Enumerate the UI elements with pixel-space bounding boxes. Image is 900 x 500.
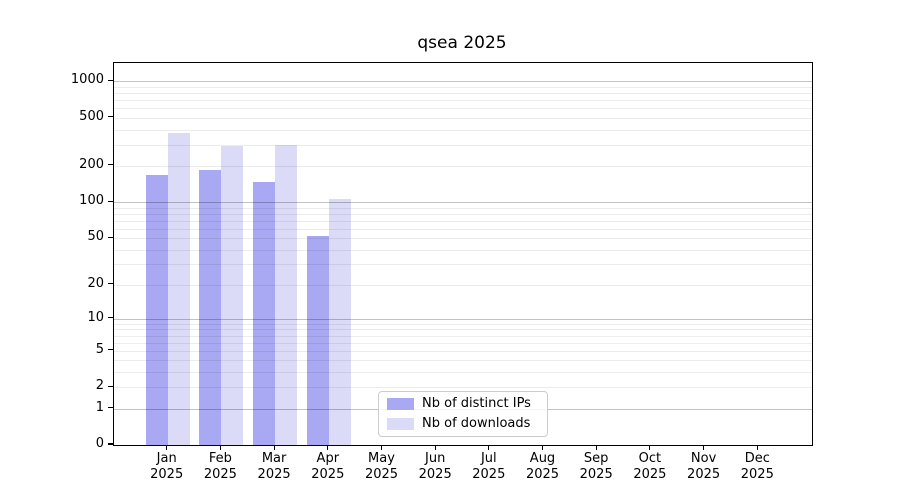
gridline-minor bbox=[114, 249, 812, 251]
y-tick-label: 1 bbox=[95, 399, 104, 415]
x-tick-mark bbox=[488, 445, 490, 451]
y-tick-label: 100 bbox=[79, 193, 104, 209]
bar-distinct-ips-apr bbox=[306, 236, 329, 445]
gridline-minor bbox=[114, 350, 812, 352]
gridline-minor bbox=[114, 360, 812, 362]
gridline-minor bbox=[114, 117, 812, 119]
bar-downloads-jan bbox=[167, 133, 190, 445]
x-tick-mark bbox=[327, 445, 329, 451]
y-tick-mark bbox=[108, 164, 113, 166]
gridline-minor bbox=[114, 100, 812, 102]
x-tick-label-feb: Feb 2025 bbox=[203, 451, 237, 482]
y-tick-mark bbox=[108, 116, 113, 118]
gridline-minor bbox=[114, 372, 812, 373]
y-tick-label: 0 bbox=[95, 436, 104, 451]
y-tick-label: 50 bbox=[87, 229, 104, 245]
x-tick-mark bbox=[273, 445, 275, 451]
y-tick-label: 20 bbox=[87, 275, 104, 291]
x-tick-mark bbox=[541, 445, 544, 451]
y-tick-label: 2 bbox=[95, 378, 104, 394]
legend-row-distinct-ips: Nb of distinct IPs bbox=[387, 396, 539, 413]
x-tick-label-mar: Mar 2025 bbox=[257, 451, 291, 482]
y-tick-mark bbox=[108, 79, 113, 81]
bar-distinct-ips-jan bbox=[145, 175, 168, 445]
x-tick-mark bbox=[756, 445, 758, 451]
y-tick-mark bbox=[108, 200, 113, 202]
gridline-minor bbox=[114, 144, 812, 146]
y-tick-mark bbox=[108, 443, 113, 445]
bar-downloads-feb bbox=[221, 145, 244, 445]
bar-downloads-mar bbox=[275, 144, 298, 445]
y-tick-label: 200 bbox=[79, 156, 104, 172]
chart-title: qsea 2025 bbox=[417, 33, 507, 53]
y-tick-mark bbox=[108, 317, 113, 319]
x-tick-label-jul: Jul 2025 bbox=[472, 451, 506, 482]
y-tick-mark bbox=[108, 385, 113, 387]
x-tick-label-may: May 2025 bbox=[364, 451, 399, 482]
y-tick-label: 500 bbox=[79, 108, 104, 124]
y-tick-mark bbox=[108, 349, 113, 351]
y-tick-mark bbox=[108, 236, 113, 238]
legend-label-distinct-ips: Nb of distinct IPs bbox=[422, 396, 531, 411]
x-tick-mark bbox=[219, 445, 221, 451]
gridline-major bbox=[114, 318, 812, 320]
y-tick-label: 10 bbox=[87, 309, 104, 325]
gridline-minor bbox=[114, 213, 812, 215]
gridline-minor bbox=[114, 207, 812, 209]
gridline-minor bbox=[114, 335, 812, 337]
legend-label-downloads: Nb of downloads bbox=[422, 416, 531, 431]
bar-downloads-apr bbox=[328, 199, 351, 445]
x-tick-label-nov: Nov 2025 bbox=[687, 451, 721, 482]
gridline-minor bbox=[114, 220, 812, 222]
x-tick-label-jan: Jan 2025 bbox=[150, 451, 184, 482]
x-tick-mark bbox=[434, 445, 436, 451]
x-tick-label-dec: Dec 2025 bbox=[740, 451, 774, 482]
gridline-minor bbox=[114, 228, 812, 230]
bar-distinct-ips-feb bbox=[199, 170, 222, 445]
y-tick-mark bbox=[108, 283, 113, 285]
gridline-major bbox=[114, 81, 812, 83]
plot-area bbox=[113, 62, 813, 446]
x-tick-label-aug: Aug 2025 bbox=[525, 451, 560, 482]
gridline-minor bbox=[114, 323, 812, 325]
gridline-minor bbox=[114, 165, 812, 167]
x-tick-mark bbox=[595, 445, 597, 451]
x-tick-label-apr: Apr 2025 bbox=[311, 451, 345, 482]
x-tick-label-oct: Oct 2025 bbox=[633, 451, 667, 482]
x-tick-mark bbox=[703, 445, 705, 451]
gridline-minor bbox=[114, 93, 812, 95]
x-tick-label-jun: Jun 2025 bbox=[418, 451, 452, 482]
legend: Nb of distinct IPs Nb of downloads bbox=[378, 391, 548, 437]
y-tick-mark bbox=[108, 406, 113, 409]
gridline-minor bbox=[114, 238, 812, 240]
gridline-minor bbox=[114, 129, 812, 131]
x-tick-label-sep: Sep 2025 bbox=[579, 451, 613, 482]
gridline-minor bbox=[114, 329, 812, 331]
x-tick-mark bbox=[649, 445, 651, 451]
x-tick-mark bbox=[380, 445, 383, 451]
gridline-minor bbox=[114, 387, 812, 389]
gridline-minor bbox=[114, 342, 812, 344]
gridline-major bbox=[114, 202, 812, 204]
x-tick-mark bbox=[166, 445, 168, 451]
gridline-minor bbox=[114, 86, 812, 88]
gridline-minor bbox=[114, 264, 812, 266]
gridline-minor bbox=[114, 108, 812, 110]
gridline-minor bbox=[114, 284, 812, 286]
y-tick-label: 1000 bbox=[70, 72, 104, 88]
legend-swatch-distinct-ips bbox=[387, 398, 414, 410]
legend-swatch-downloads bbox=[387, 418, 414, 430]
y-tick-label: 5 bbox=[95, 341, 104, 357]
legend-row-downloads: Nb of downloads bbox=[387, 416, 539, 433]
bar-distinct-ips-mar bbox=[253, 181, 276, 445]
